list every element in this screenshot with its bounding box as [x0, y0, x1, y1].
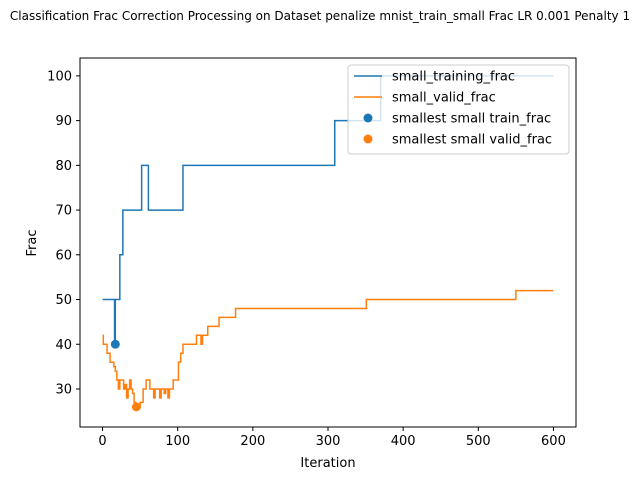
marker-point-min-valid: [131, 402, 141, 412]
legend-marker-swatch: [363, 134, 373, 144]
y-tick-label: 50: [55, 293, 72, 308]
y-tick-label: 80: [55, 159, 72, 174]
x-tick-label: 600: [541, 434, 566, 449]
x-tick-label: 0: [98, 434, 106, 449]
y-tick-label: 30: [55, 382, 72, 397]
series-line-small-training-frac: [102, 75, 554, 345]
x-tick-label: 300: [316, 434, 341, 449]
y-tick-label: 60: [55, 248, 72, 263]
x-tick-label: 100: [165, 434, 190, 449]
chart-title: Classification Frac Correction Processin…: [10, 9, 630, 23]
x-tick-label: 400: [391, 434, 416, 449]
y-tick-label: 100: [47, 69, 72, 84]
plot-area: [102, 75, 554, 412]
y-tick-label: 70: [55, 204, 72, 219]
x-tick-label: 500: [466, 434, 491, 449]
series-line-small-valid-frac: [102, 289, 554, 408]
y-tick-label: 40: [55, 338, 72, 353]
axis-ticks: 0 100 200 300 400 500 600 30 40 50 60 70 80 90 100: [47, 69, 566, 449]
legend-entry-label: small_training_frac: [392, 70, 515, 85]
legend-marker-swatch: [363, 113, 373, 123]
y-tick-label: 90: [55, 114, 72, 129]
x-tick-label: 200: [240, 434, 265, 449]
marker-point-min-train: [110, 339, 120, 349]
x-axis-label: Iteration: [300, 456, 355, 471]
legend-entry-label: smallest small valid_frac: [392, 133, 552, 148]
y-axis-label: Frac: [25, 230, 40, 257]
legend-entry-label: small_valid_frac: [392, 91, 496, 106]
legend-box: [347, 64, 570, 155]
legend: small_training_frac small_valid_fracsmall…: [347, 64, 570, 155]
legend-entry-label: smallest small train_frac: [392, 112, 551, 127]
